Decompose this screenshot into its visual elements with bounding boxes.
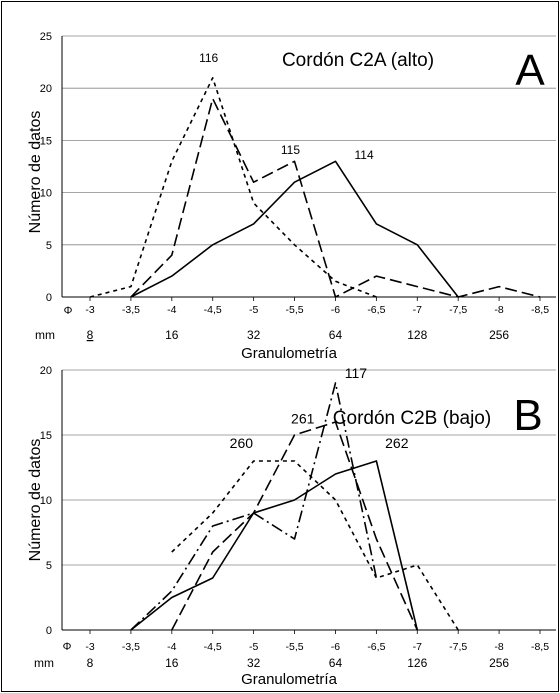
panel-a-title: Cordón C2A (alto) (282, 50, 434, 71)
mm-tick-label: 8 (87, 656, 94, 670)
series-label-115: 115 (281, 143, 300, 157)
phi-tick-label: -4,5 (204, 641, 222, 653)
panel-a-ylabel: Número de datos (27, 111, 44, 234)
panel-a-xlabel: Granulometría (241, 345, 338, 362)
phi-tick-label: -8 (494, 304, 503, 316)
panel-a-y-tick-labels: 0 5 10 15 20 25 (40, 31, 52, 304)
y-tick-label: 0 (46, 625, 52, 637)
series-line-114 (130, 160, 459, 298)
series-label-260: 260 (230, 435, 254, 451)
series-line-261 (171, 421, 419, 631)
y-tick-label: 5 (46, 560, 52, 572)
panel-b-phi-tick-labels: -3 -3,5 -4 -4,5 -5 -5,5 -6 -6,5 -7 -7,5 -8 -8,5 (85, 630, 549, 653)
series-label-262: 262 (385, 435, 409, 451)
series-line-116 (89, 77, 377, 298)
phi-tick-label: -5,5 (285, 304, 303, 316)
y-tick-label: 15 (40, 430, 52, 442)
y-tick-label: 0 (46, 292, 52, 304)
mm-tick-label: 64 (329, 656, 343, 670)
panel-a-phi-tick-labels: -3 -3,5 -4 -4,5 -5 -5,5 -6 -6,5 -7 -7,5 -8 -8,5 (85, 297, 549, 316)
series-line-262 (130, 460, 419, 631)
panel-a-mm-label: mm (35, 328, 55, 342)
phi-tick-label: -5,5 (285, 641, 303, 653)
mm-tick-label: 8 (87, 328, 94, 342)
panel-a-series-labels: 116 115 114 (199, 51, 374, 162)
phi-tick-label: -3,5 (122, 304, 140, 316)
y-tick-label: 10 (40, 495, 52, 507)
panel-b-xlabel: Granulometría (241, 671, 338, 688)
mm-tick-label: 64 (329, 328, 343, 342)
series-label-261: 261 (291, 410, 315, 426)
phi-tick-label: -3 (85, 641, 94, 653)
y-tick-label: 5 (46, 240, 52, 252)
phi-tick-label: -6 (331, 641, 340, 653)
series-line-260 (171, 460, 459, 631)
y-tick-label: 10 (40, 188, 52, 200)
panel-b-phi-symbol: Φ (63, 641, 72, 653)
series-label-116: 116 (199, 51, 218, 65)
panel-a-letter: A (515, 46, 545, 95)
mm-tick-label: 256 (489, 656, 509, 670)
phi-tick-label: -6,5 (367, 304, 385, 316)
y-tick-label: 15 (40, 135, 52, 147)
panel-b-ylabel: Número de datos (27, 439, 44, 562)
mm-tick-label: 256 (489, 328, 509, 342)
mm-tick-label: 126 (407, 656, 427, 670)
mm-tick-label: 32 (247, 328, 261, 342)
panel-b-series-labels: 117 261 260 262 (230, 365, 409, 451)
phi-tick-label: -7,5 (449, 641, 467, 653)
phi-tick-label: -5 (249, 304, 258, 316)
phi-tick-label: -7,5 (449, 304, 467, 316)
panel-b-series (130, 382, 459, 631)
mm-tick-label: 16 (165, 328, 179, 342)
y-tick-label: 20 (40, 83, 52, 95)
phi-tick-label: -4 (167, 641, 176, 653)
panel-b-chart: 0 5 10 15 20 117 261 260 262 -3 -3,5 -4 -4,5 -5 -5,5… (27, 365, 556, 688)
panel-b-mm-label: mm (34, 656, 54, 670)
mm-tick-label: 128 (407, 328, 427, 342)
panel-a-phi-symbol: Φ (64, 305, 73, 317)
phi-tick-label: -8 (494, 641, 503, 653)
panel-b-title: Cordón C2B (bajo) (333, 408, 491, 429)
phi-tick-label: -3 (85, 304, 94, 316)
phi-tick-label: -4 (167, 304, 176, 316)
panel-b-y-tick-labels: 0 5 10 15 20 (40, 365, 52, 637)
panel-b-mm-tick-labels: 8 16 32 64 126 256 (87, 656, 510, 670)
panel-a-mm-tick-labels: 8 16 32 64 128 256 (87, 328, 510, 342)
phi-tick-label: -3,5 (122, 641, 140, 653)
series-label-114: 114 (355, 148, 374, 162)
mm-tick-label: 32 (247, 656, 261, 670)
y-tick-label: 25 (40, 31, 52, 43)
phi-tick-label: -6 (331, 304, 340, 316)
phi-tick-label: -4,5 (204, 304, 222, 316)
phi-tick-label: -7 (413, 304, 422, 316)
phi-tick-label: -6,5 (367, 641, 385, 653)
panel-a-gridlines (61, 35, 556, 298)
panel-b-gridlines (61, 369, 556, 631)
phi-tick-label: -8,5 (531, 641, 549, 653)
phi-tick-label: -8,5 (531, 304, 549, 316)
mm-tick-label: 16 (165, 656, 179, 670)
panel-b-letter: B (513, 391, 542, 440)
phi-tick-label: -5 (249, 641, 258, 653)
y-tick-label: 20 (40, 365, 52, 377)
phi-tick-label: -7 (413, 641, 422, 653)
series-label-117: 117 (345, 365, 368, 381)
